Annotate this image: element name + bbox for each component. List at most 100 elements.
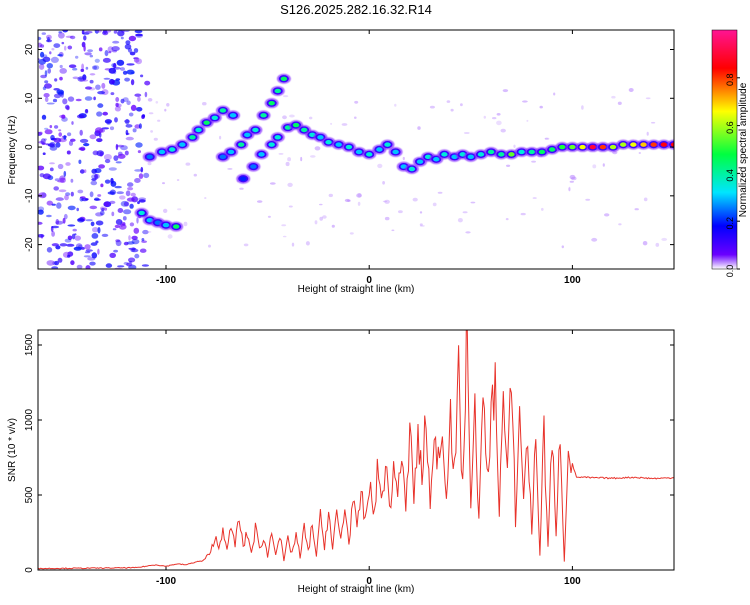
noise-speckle	[54, 78, 58, 82]
ridge-core	[599, 144, 607, 150]
noise-speckle	[59, 68, 67, 74]
noise-speckle	[93, 65, 100, 70]
noise-speckle	[147, 162, 152, 166]
noise-speckle	[310, 155, 316, 158]
noise-speckle	[81, 247, 85, 250]
noise-speckle	[84, 30, 93, 34]
noise-speckle	[618, 223, 622, 226]
noise-speckle	[289, 114, 295, 118]
noise-speckle	[121, 30, 125, 33]
noise-speckle	[79, 129, 83, 136]
ridge-core	[195, 127, 202, 133]
noise-speckle	[642, 241, 648, 246]
noise-speckle	[90, 242, 98, 246]
noise-speckle	[67, 235, 73, 241]
noise-speckle	[123, 261, 129, 265]
noise-speckle	[470, 201, 476, 204]
noise-speckle	[44, 80, 49, 84]
noise-speckle	[354, 116, 357, 119]
noise-speckle	[282, 235, 287, 238]
noise-speckle	[62, 98, 68, 105]
ridge-core	[508, 152, 515, 157]
noise-speckle	[42, 56, 51, 62]
noise-speckle	[85, 219, 93, 222]
ridge-core	[384, 142, 391, 147]
noise-speckle	[89, 261, 96, 266]
y-tick-label: -20	[24, 237, 35, 252]
noise-speckle	[68, 64, 77, 68]
noise-speckle	[150, 130, 154, 133]
noise-speckle	[66, 105, 70, 111]
colorbar-tick-label: 0.6	[725, 121, 735, 134]
noise-speckle	[113, 155, 119, 162]
noise-speckle	[356, 193, 362, 198]
ridge-core	[274, 88, 281, 94]
noise-speckle	[85, 109, 89, 113]
noise-speckle	[541, 207, 544, 211]
noise-speckle	[89, 54, 94, 58]
colorbar-gradient	[711, 29, 738, 270]
noise-speckle	[568, 186, 571, 192]
noise-speckle	[78, 147, 86, 151]
noise-speckle	[155, 101, 159, 104]
noise-speckle	[53, 43, 61, 48]
noise-speckle	[96, 138, 103, 143]
noise-speckle	[457, 218, 463, 223]
noise-speckle	[287, 182, 293, 187]
noise-speckle	[257, 200, 263, 203]
y-tick-label: 10	[24, 92, 35, 104]
noise-speckle	[84, 169, 87, 174]
noise-speckle	[123, 209, 132, 215]
y-tick-label: 0	[24, 567, 35, 573]
ridge-core	[237, 142, 245, 147]
noise-speckle	[58, 129, 62, 132]
noise-speckle	[57, 91, 64, 96]
noise-speckle	[79, 138, 89, 143]
ridge-core	[172, 224, 180, 229]
noise-speckle	[133, 227, 140, 234]
spectral-ridge-layer	[134, 73, 674, 232]
noise-speckle	[581, 105, 584, 110]
noise-speckle	[124, 150, 129, 156]
noise-speckle	[41, 32, 46, 35]
noise-speckle	[74, 235, 81, 241]
noise-speckle	[115, 239, 122, 247]
noise-speckle	[133, 57, 140, 63]
noise-speckle	[500, 128, 506, 133]
noise-speckle	[126, 69, 135, 75]
noise-speckle	[96, 30, 102, 33]
noise-speckle	[59, 64, 63, 69]
noise-speckle	[53, 186, 59, 191]
noise-speckle	[135, 33, 143, 37]
noise-speckle	[419, 211, 423, 214]
noise-speckle	[314, 220, 318, 225]
noise-speckle	[44, 127, 49, 130]
noise-speckle	[123, 201, 130, 207]
colorbar-tick-label: 0.8	[725, 74, 735, 87]
noise-speckle	[61, 114, 66, 119]
noise-speckle	[71, 121, 74, 125]
noise-speckle	[102, 30, 109, 36]
noise-speckle	[138, 123, 142, 129]
noise-speckle	[44, 83, 52, 89]
noise-speckle	[119, 195, 126, 200]
noise-speckle	[54, 125, 59, 129]
noise-speckle	[126, 63, 135, 66]
noise-speckle	[75, 55, 79, 59]
noise-speckle	[109, 252, 116, 258]
ridge-core	[252, 127, 259, 133]
noise-speckle	[331, 224, 335, 228]
noise-speckle	[55, 142, 61, 148]
noise-speckle	[114, 117, 118, 123]
noise-speckle	[125, 124, 133, 128]
noise-speckle	[382, 200, 387, 203]
noise-speckle	[57, 257, 63, 263]
noise-speckle	[522, 100, 528, 103]
noise-speckle	[645, 97, 651, 100]
noise-speckle	[78, 159, 82, 164]
noise-speckle	[102, 57, 111, 63]
noise-speckle	[283, 95, 289, 98]
noise-speckle	[68, 140, 74, 146]
noise-speckle	[64, 238, 72, 243]
